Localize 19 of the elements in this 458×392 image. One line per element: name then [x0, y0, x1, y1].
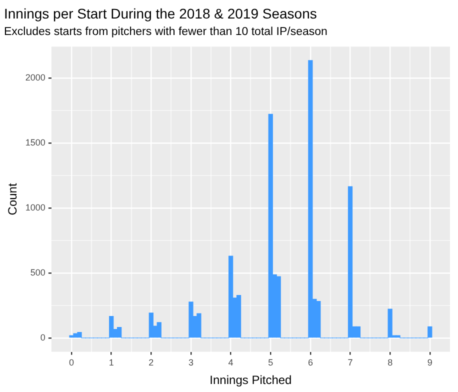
x-tick-label: 5: [268, 358, 274, 368]
x-tick-label: 4: [228, 358, 234, 368]
chart-subtitle: Excludes starts from pitchers with fewer than 10 total IP/season: [4, 26, 328, 38]
y-axis-title: Count: [6, 182, 20, 216]
y-tick-label: 0: [40, 332, 46, 342]
x-axis-title: Innings Pitched: [210, 373, 292, 388]
x-tick-label: 7: [348, 358, 353, 368]
x-tick-label: 1: [108, 358, 114, 368]
x-tick-label: 6: [308, 358, 313, 368]
x-tick-label: 0: [69, 358, 74, 368]
y-tick-label: 1500: [25, 138, 46, 148]
y-tick-label: 2000: [25, 72, 46, 83]
y-tick-label: 1000: [25, 202, 46, 213]
x-tick-label: 8: [388, 358, 393, 368]
x-tick-label: 2: [148, 358, 154, 368]
chart-title: Innings per Start During the 2018 & 2019 Seasons: [4, 5, 317, 22]
x-tick-label: 9: [427, 358, 432, 368]
x-tick-label: 3: [188, 358, 194, 368]
y-tick-label: 500: [30, 267, 46, 278]
